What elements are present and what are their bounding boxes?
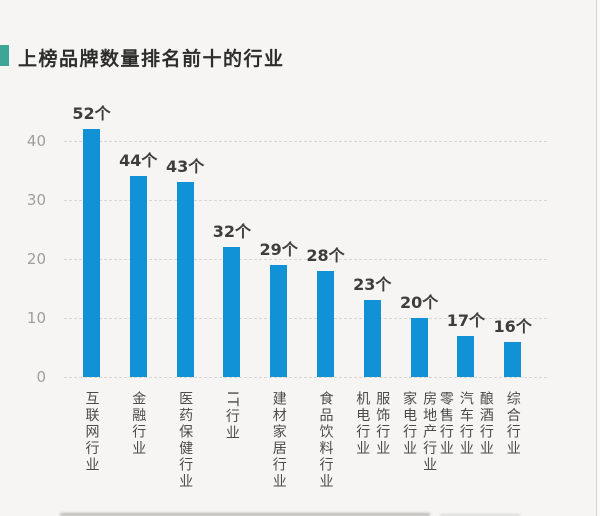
photo-bottom-artifact [440, 514, 520, 516]
bar-value-label: 43个 [165, 157, 205, 177]
bar-8 [410, 318, 428, 377]
gridline [64, 377, 547, 378]
y-axis-tick-label: 30 [26, 191, 46, 209]
x-axis-label: 互联网行业 [83, 391, 100, 474]
y-axis-tick-label: 0 [36, 368, 46, 386]
x-axis-label: IT行业 [223, 391, 240, 442]
title-accent-bar [0, 45, 9, 66]
y-axis-tick-label: 40 [26, 132, 46, 150]
bar-9 [457, 335, 475, 377]
bar-5 [270, 264, 288, 377]
bar-2 [129, 176, 147, 377]
bar-value-label: 28个 [306, 245, 345, 265]
bar-value-label: 52个 [72, 104, 111, 124]
bar-value-label: 17个 [446, 310, 486, 330]
x-axis-label: 医药保健行业 [177, 391, 194, 490]
bar-value-label: 20个 [399, 293, 439, 312]
y-axis-tick-label: 10 [26, 309, 46, 327]
y-axis-tick-label: 20 [26, 250, 46, 268]
x-axis-label: 食品饮料行业 [317, 391, 334, 490]
x-axis-label: 综合行业 [504, 391, 521, 457]
gridline [64, 259, 547, 260]
bar-value-label: 32个 [212, 222, 252, 242]
bar-1 [83, 129, 100, 377]
bar-value-label: 44个 [119, 151, 158, 171]
bar-value-label: 23个 [353, 275, 392, 295]
chart-title: 上榜品牌数量排名前十的行业 [18, 48, 285, 70]
photo-right-edge [597, 0, 600, 516]
bar-6 [317, 270, 334, 377]
photo-right-border-line [596, 0, 597, 516]
gridline [64, 141, 547, 142]
x-axis-label: 零售行业 汽车行业 酿酒行业 [437, 391, 494, 457]
x-axis-label: 建材家居行业 [270, 391, 287, 490]
photo-bottom-artifact [60, 513, 430, 516]
bar-value-label: 29个 [259, 239, 298, 259]
gridline [64, 318, 547, 319]
x-axis-label: 家电行业 房地产行业 [401, 391, 438, 474]
x-axis-label: 机电行业 服饰行业 [354, 391, 391, 457]
gridline [64, 200, 547, 201]
x-axis-label: 金融行业 [130, 391, 147, 457]
bar-10 [504, 341, 522, 377]
bar-3 [176, 182, 194, 377]
bar-4 [223, 247, 241, 377]
bar-7 [363, 300, 381, 377]
bar-value-label: 16个 [493, 316, 532, 336]
chart-header: 上榜品牌数量排名前十的行业 [0, 44, 600, 70]
